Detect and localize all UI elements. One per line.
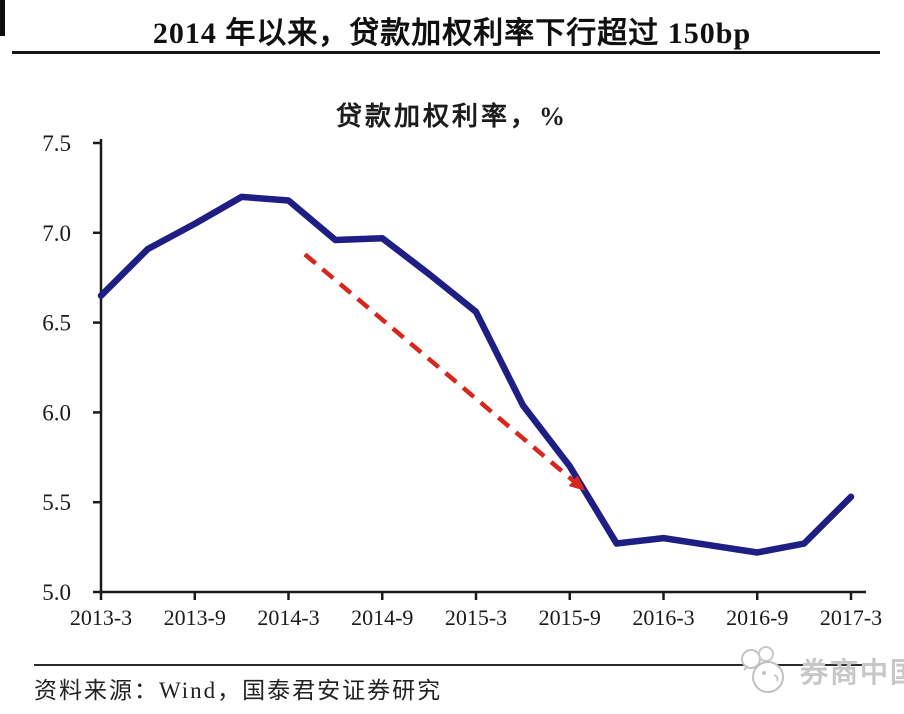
y-tick-label: 5.5 bbox=[42, 490, 71, 515]
y-tick-label: 7.0 bbox=[42, 221, 71, 246]
title-divider bbox=[12, 51, 880, 54]
chart-title: 贷款加权利率，% bbox=[335, 102, 568, 131]
footer-divider bbox=[34, 664, 862, 666]
x-tick-label: 2013-9 bbox=[164, 605, 226, 630]
x-tick-label: 2017-3 bbox=[820, 605, 882, 630]
x-tick-label: 2014-9 bbox=[351, 605, 413, 630]
x-tick-label: 2016-9 bbox=[726, 605, 788, 630]
x-tick-label: 2014-3 bbox=[257, 605, 319, 630]
bird-doodle-icon bbox=[741, 646, 784, 693]
watermark: 券商中国 bbox=[738, 642, 904, 700]
rate-line bbox=[97, 193, 855, 556]
trend-arrow bbox=[303, 252, 586, 492]
x-tick-label: 2015-3 bbox=[445, 605, 507, 630]
source-label: 资料来源：Wind，国泰君安证券研究 bbox=[34, 678, 443, 703]
x-tick-label: 2016-3 bbox=[632, 605, 694, 630]
y-tick-label: 7.5 bbox=[42, 131, 71, 156]
y-tick-label: 6.0 bbox=[42, 400, 71, 425]
y-tick-label: 5.0 bbox=[42, 580, 71, 605]
x-tick-label: 2015-9 bbox=[539, 605, 601, 630]
x-tick-label: 2013-3 bbox=[70, 605, 132, 630]
y-tick-label: 6.5 bbox=[42, 311, 71, 336]
scan-artifact-bar bbox=[0, 0, 5, 36]
watermark-text: 券商中国 bbox=[800, 658, 904, 689]
page-title: 2014 年以来，贷款加权利率下行超过 150bp bbox=[152, 17, 752, 50]
